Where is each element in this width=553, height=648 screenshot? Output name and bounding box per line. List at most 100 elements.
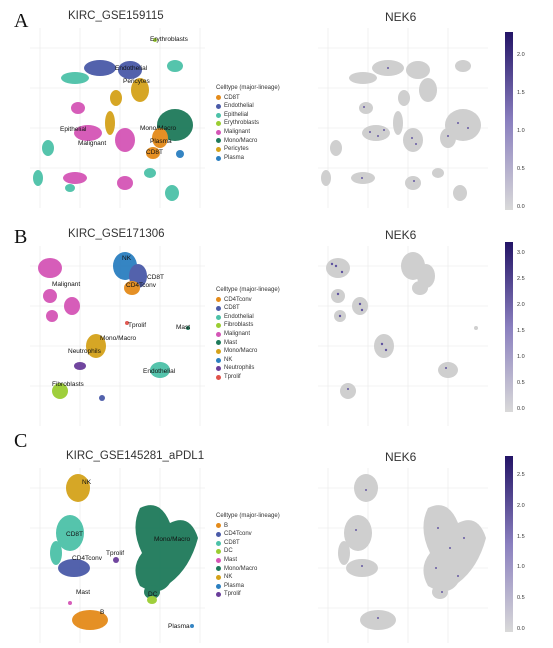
legend-item: CD4Tconv (216, 530, 280, 539)
legend-swatch-icon (216, 314, 221, 320)
legend-item: Malignant (216, 330, 280, 339)
cluster-label: Plasma (150, 138, 172, 145)
legend-label: Mono/Macro (224, 565, 258, 572)
colorbar-tick: 1.5 (517, 90, 525, 96)
colorbar-tick: 0.5 (517, 166, 525, 172)
legend-label: Neutrophils (224, 365, 255, 372)
cluster-label: CD8T (66, 531, 83, 538)
colorbar-tick: 2.0 (517, 502, 525, 509)
legend-item: Mono/Macro (216, 347, 280, 356)
legend-title: Celltype (major-lineage) (216, 287, 280, 293)
legend-item: Plasma (216, 154, 280, 163)
panel-c: C KIRC_GSE145281_aPDL1 NEK6 NK CD8T C (0, 428, 553, 648)
legend-swatch-icon (216, 340, 221, 346)
legend-item: Mono/Macro (216, 137, 280, 146)
cluster-label: Erythroblasts (150, 36, 189, 43)
legend-label: Plasma (224, 154, 245, 161)
umap-title: KIRC_GSE171306 (68, 228, 165, 240)
legend-item: CD4Tconv (216, 296, 280, 305)
legend-item: Pericytes (216, 145, 280, 154)
cluster-label: CD8T (147, 274, 164, 281)
cluster-label: Tprolif (106, 550, 124, 557)
cluster-label: B (100, 609, 104, 616)
legend-swatch-icon (216, 366, 221, 372)
legend-item: Endothelial (216, 102, 280, 111)
colorbar-ticks: 3.0 2.5 2.0 1.5 1.0 0.5 0.0 (517, 250, 525, 412)
legend-label: Malignant (224, 128, 251, 135)
legend-swatch-icon (216, 531, 221, 537)
cluster-label: Tprolif (128, 322, 146, 329)
legend-swatch-icon (216, 297, 221, 303)
colorbar-tick: 2.5 (517, 276, 525, 282)
colorbar-tick: 1.0 (517, 354, 525, 360)
colorbar (505, 242, 513, 412)
legend-item: Mast (216, 556, 280, 565)
legend-label: DC (224, 548, 233, 555)
legend-item: Malignant (216, 128, 280, 137)
legend-swatch-icon (216, 583, 221, 589)
expression-umap (318, 28, 488, 208)
legend-rows: CD4Tconv CD8T Endothelial Fibroblasts Malign… (216, 296, 280, 382)
colorbar (505, 32, 513, 210)
legend-label: NK (224, 574, 233, 581)
legend-rows: CD8T Endothelial Epithelial Erythroblasts Ma… (216, 94, 280, 163)
umap-title: KIRC_GSE159115 (68, 10, 164, 22)
colorbar-tick: 0.0 (517, 406, 525, 412)
legend-swatch-icon (216, 146, 221, 152)
cluster-label: Pericytes (123, 78, 150, 85)
cluster-label: Endothelial (115, 65, 148, 72)
celltype-umap: NK CD8T CD4Tconv Malignant Tprolif Mast … (30, 246, 205, 426)
legend-swatch-icon (216, 549, 221, 555)
colorbar-tick: 2.0 (517, 52, 525, 58)
legend-label: CD8T (224, 305, 240, 312)
panel-letter: B (14, 226, 28, 248)
colorbar-tick: 0.5 (517, 595, 525, 602)
colorbar-tick: 1.5 (517, 328, 525, 334)
cluster-label: Endothelial (143, 368, 176, 375)
panel-letter: A (14, 10, 29, 32)
legend-item: CD8T (216, 94, 280, 103)
legend-swatch-icon (216, 95, 221, 101)
legend-item: B (216, 522, 280, 531)
cluster-label: NK (122, 255, 132, 262)
legend-swatch-icon (216, 112, 221, 118)
cluster-label: CD4Tconv (126, 282, 157, 289)
legend-label: Mast (224, 339, 238, 346)
legend-swatch-icon (216, 129, 221, 135)
umap-title: KIRC_GSE145281_aPDL1 (66, 450, 205, 462)
legend-item: Epithelial (216, 111, 280, 120)
cluster-label: Malignant (52, 281, 80, 288)
legend-label: Epithelial (224, 111, 249, 118)
legend-swatch-icon (216, 155, 221, 161)
cluster-label: Plasma (168, 623, 190, 630)
colorbar-tick: 0.5 (517, 380, 525, 386)
colorbar-tick: 0.0 (517, 204, 525, 210)
cluster-label: Neutrophils (68, 348, 102, 355)
legend-swatch-icon (216, 557, 221, 563)
legend-label: Mono/Macro (224, 137, 258, 144)
legend-label: NK (224, 356, 233, 363)
panel-a: A KIRC_GSE159115 NEK6 (0, 0, 553, 210)
colorbar-tick: 1.0 (517, 128, 525, 134)
legend-label: CD8T (224, 94, 240, 101)
cluster-label: Mast (176, 324, 190, 331)
colorbar-tick: 3.0 (517, 250, 525, 256)
expression-umap (318, 246, 488, 426)
feature-title: NEK6 (385, 450, 417, 464)
cluster-label: CD8T (146, 149, 163, 156)
legend-item: Mast (216, 339, 280, 348)
legend-item: Erythroblasts (216, 119, 280, 128)
legend-item: Mono/Macro (216, 565, 280, 574)
cluster-label: Mono/Macro (100, 335, 137, 342)
legend-label: CD4Tconv (224, 296, 252, 303)
legend-item: Plasma (216, 582, 280, 591)
cluster-label: Mono/Macro (140, 125, 177, 132)
legend-label: Pericytes (224, 146, 249, 153)
legend-item: DC (216, 547, 280, 556)
legend-item: NK (216, 573, 280, 582)
legend-title: Celltype (major-lineage) (216, 513, 280, 519)
colorbar-tick: 2.0 (517, 302, 525, 308)
cluster-label: CD4Tconv (72, 555, 103, 562)
legend-item: Endothelial (216, 313, 280, 322)
colorbar (505, 456, 513, 632)
